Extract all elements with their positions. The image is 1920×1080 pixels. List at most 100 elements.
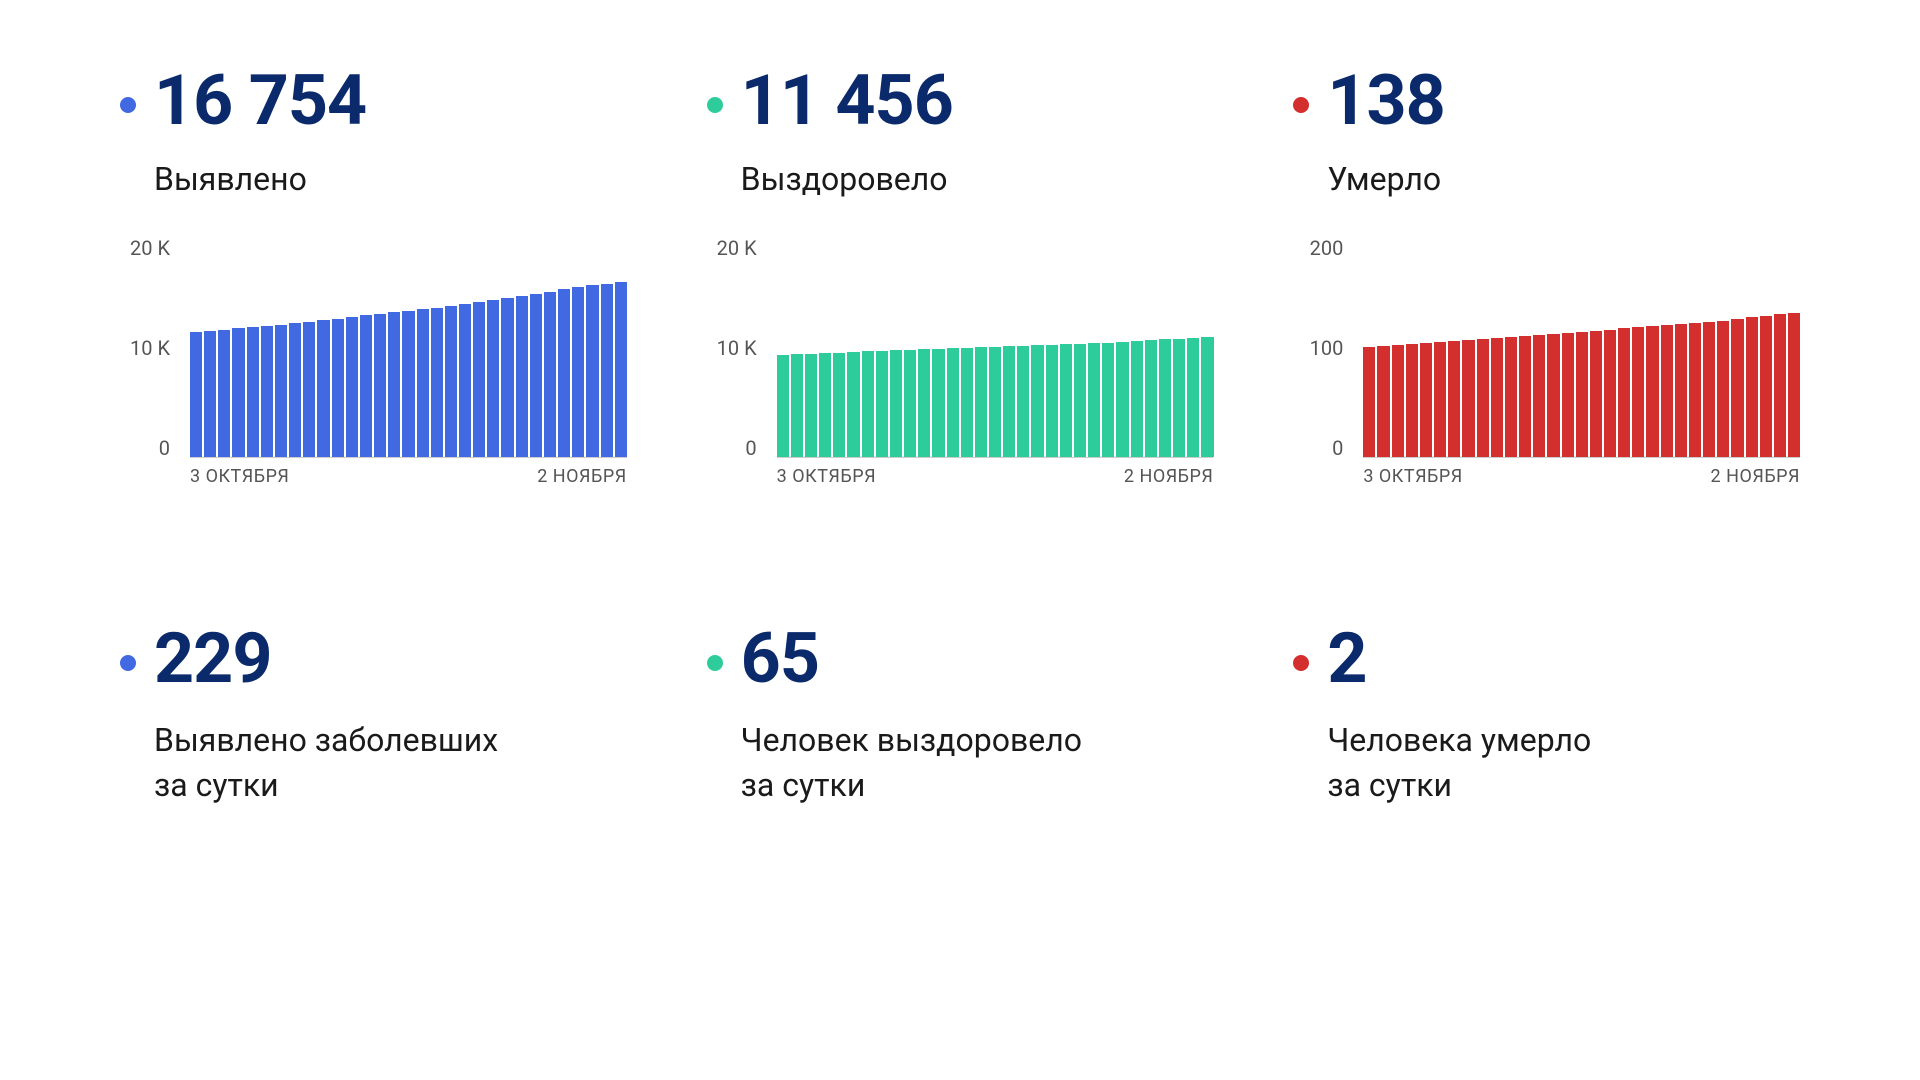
bar [890,350,902,457]
bar [1661,325,1673,457]
stats-grid: 16 754 Выявлено 20 K10 K03 ОКТЯБРЯ2 НОЯБ… [120,60,1800,808]
x-end: 2 НОЯБРЯ [1124,466,1213,487]
bar [402,311,414,457]
y-axis: 2001000 [1293,238,1353,458]
bar [1562,333,1574,457]
stat-label: Выявлено [154,160,627,198]
bar [833,353,845,458]
stat-value: 2 [1327,618,1366,700]
bar [1477,339,1489,457]
stat-value: 11 456 [741,60,953,142]
stat-value: 16 754 [154,60,366,142]
bar [975,347,987,457]
bar [1434,342,1446,457]
bar [1604,330,1616,457]
bar [1788,313,1800,457]
y-tick: 20 K [130,238,170,258]
dot-icon [1293,97,1309,113]
dot-icon [707,655,723,671]
bar [1187,338,1199,457]
bar [558,289,570,457]
x-axis: 3 ОКТЯБРЯ2 НОЯБРЯ [1363,466,1800,487]
bar-plot [777,248,1214,458]
stat-recovered: 11 456 Выздоровело 20 K10 K03 ОКТЯБРЯ2 Н… [707,60,1214,498]
bar [1717,321,1729,457]
bar [473,302,485,457]
stat-header: 65 [707,618,1214,700]
bar [218,330,230,457]
dot-icon [1293,655,1309,671]
stat-value: 229 [154,618,271,700]
bar [1533,335,1545,457]
chart-recovered: 20 K10 K03 ОКТЯБРЯ2 НОЯБРЯ [707,238,1214,498]
bar [1406,344,1418,457]
dot-icon [120,655,136,671]
stat-header: 2 [1293,618,1800,700]
bar [417,309,429,457]
bar [190,332,202,457]
bar [1173,339,1185,457]
x-start: 3 ОКТЯБРЯ [190,466,289,487]
bar [1377,346,1389,457]
bar [516,296,528,457]
stat-label: Выявлено заболевшихза сутки [154,718,627,808]
bar [615,282,627,457]
bar [247,327,259,457]
x-axis: 3 ОКТЯБРЯ2 НОЯБРЯ [190,466,627,487]
bar [1519,336,1531,457]
bar [501,298,513,457]
bar [1689,323,1701,457]
stat-value: 65 [741,618,819,700]
x-start: 3 ОКТЯБРЯ [777,466,876,487]
bar [876,351,888,457]
bar-plot [1363,248,1800,458]
bar [431,308,443,457]
bar [346,317,358,457]
bar [275,325,287,457]
stat-header: 16 754 [120,60,627,142]
bar [1088,343,1100,457]
bar [374,314,386,457]
bar [1145,340,1157,457]
y-axis: 20 K10 K0 [120,238,180,458]
y-tick: 0 [745,438,756,458]
bar [1703,322,1715,457]
y-tick: 100 [1310,338,1344,358]
bar [805,354,817,457]
bar [819,353,831,457]
bar [1590,331,1602,457]
bar [303,322,315,457]
bar [791,354,803,457]
stat-label: Человек выздоровелоза сутки [741,718,1214,808]
stat-value: 138 [1327,60,1444,142]
bar [1731,319,1743,457]
bar [388,312,400,457]
bar [1363,347,1375,457]
bar [777,355,789,457]
y-tick: 0 [159,438,170,458]
stat-label: Умерло [1327,160,1800,198]
bar [332,319,344,457]
y-tick: 10 K [717,338,757,358]
bar [1576,332,1588,457]
x-start: 3 ОКТЯБРЯ [1363,466,1462,487]
y-tick: 200 [1310,238,1344,258]
bar [989,347,1001,457]
bar [1646,326,1658,457]
bar [601,284,613,457]
bar [1774,314,1786,457]
bar [1618,328,1630,457]
bar [1131,341,1143,457]
stat-detected: 16 754 Выявлено 20 K10 K0 3 ОКТЯБРЯ2 НОЯБ… [120,60,627,498]
bar [317,320,329,457]
bar [1017,346,1029,457]
bar [1003,346,1015,457]
bar [445,306,457,457]
bar [1201,337,1213,457]
bar [1746,317,1758,457]
y-axis: 20 K10 K0 [707,238,767,458]
bar [1392,345,1404,457]
chart-detected: 20 K10 K0 3 ОКТЯБРЯ2 НОЯБРЯ [120,238,627,498]
bar [1420,343,1432,457]
bar [1491,338,1503,457]
